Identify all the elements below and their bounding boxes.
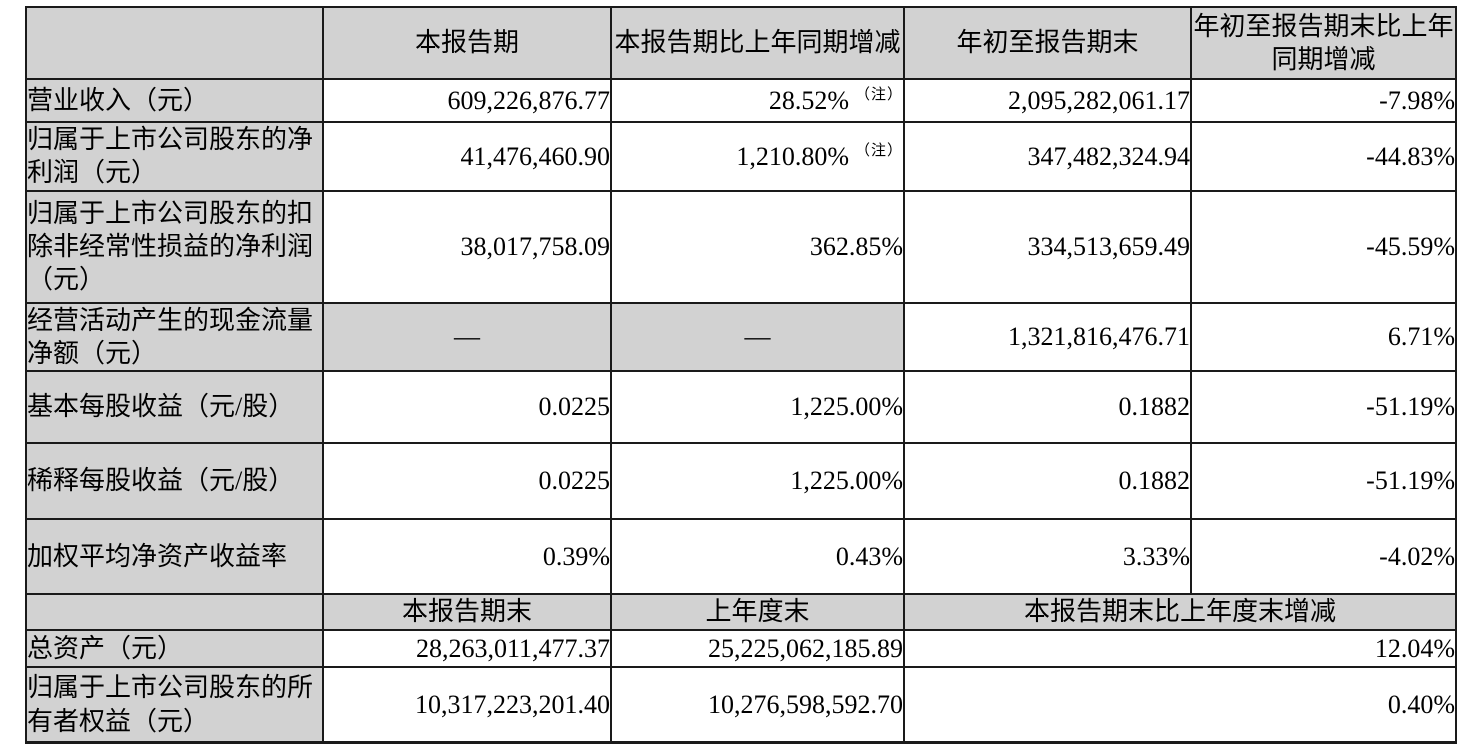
cell-ytd-value: 334,513,659.49 — [903, 189, 1192, 304]
header-period-change: 本报告期比上年同期增减 — [610, 6, 905, 80]
cell-period-change-dash: — — [610, 301, 905, 373]
cell-period-dash: — — [322, 301, 612, 373]
header-current-period: 本报告期 — [322, 6, 612, 80]
cell-change-value: 0.40% — [903, 666, 1457, 744]
cell-period-value: 609,226,876.77 — [322, 78, 612, 123]
cell-period-change: 1,210.80% （注） — [610, 121, 905, 192]
row-diluted-eps: 稀释每股收益（元/股） 0.0225 1,225.00% 0.1882 -51.… — [25, 442, 1457, 521]
cell-period-end-value: 28,263,011,477.37 — [322, 629, 612, 669]
cell-ytd-change: -51.19% — [1190, 370, 1457, 445]
cell-ytd-value: 1,321,816,476.71 — [903, 301, 1192, 373]
header-ytd: 年初至报告期末 — [903, 6, 1192, 80]
cell-period-value: 41,476,460.90 — [322, 121, 612, 192]
cell-period-change: 1,225.00% — [610, 442, 905, 521]
row-net-profit: 归属于上市公司股东的净利润（元） 41,476,460.90 1,210.80%… — [25, 121, 1457, 192]
subheader-row: 本报告期末 上年度末 本报告期末比上年度末增减 — [25, 593, 1457, 632]
cell-ytd-change: -4.02% — [1190, 518, 1457, 596]
header-corner-cell — [25, 6, 324, 80]
cell-ytd-value: 2,095,282,061.17 — [903, 78, 1192, 123]
cell-ytd-value: 0.1882 — [903, 442, 1192, 521]
cell-ytd-value: 3.33% — [903, 518, 1192, 596]
percent-value: 1,210.80% — [736, 141, 849, 171]
row-shareholders-equity: 归属于上市公司股东的所有者权益（元） 10,317,223,201.40 10,… — [25, 666, 1457, 744]
note-superscript: （注） — [854, 142, 903, 159]
row-label: 归属于上市公司股东的扣除非经常性损益的净利润（元） — [25, 189, 324, 304]
row-basic-eps: 基本每股收益（元/股） 0.0225 1,225.00% 0.1882 -51.… — [25, 370, 1457, 445]
subheader-period-end: 本报告期末 — [322, 593, 612, 632]
cell-prev-year-end-value: 25,225,062,185.89 — [610, 629, 905, 669]
row-label: 归属于上市公司股东的所有者权益（元） — [25, 666, 324, 744]
row-label: 营业收入（元） — [25, 78, 324, 123]
row-operating-cash-flow: 经营活动产生的现金流量净额（元） — — 1,321,816,476.71 6.… — [25, 301, 1457, 373]
cell-ytd-value: 0.1882 — [903, 370, 1192, 445]
row-label: 基本每股收益（元/股） — [25, 370, 324, 445]
row-operating-revenue: 营业收入（元） 609,226,876.77 28.52% （注） 2,095,2… — [25, 78, 1457, 123]
cell-change-value: 12.04% — [903, 629, 1457, 669]
header-row: 本报告期 本报告期比上年同期增减 年初至报告期末 年初至报告期末比上年同期增减 — [25, 6, 1457, 80]
financial-summary-table: 本报告期 本报告期比上年同期增减 年初至报告期末 年初至报告期末比上年同期增减 … — [25, 6, 1457, 744]
row-label: 稀释每股收益（元/股） — [25, 442, 324, 521]
cell-ytd-change: 6.71% — [1190, 301, 1457, 373]
row-net-profit-excl-nonrecurring: 归属于上市公司股东的扣除非经常性损益的净利润（元） 38,017,758.09 … — [25, 189, 1457, 304]
cell-period-change: 28.52% （注） — [610, 78, 905, 123]
cell-period-value: 0.0225 — [322, 442, 612, 521]
row-label: 归属于上市公司股东的净利润（元） — [25, 121, 324, 192]
cell-ytd-value: 347,482,324.94 — [903, 121, 1192, 192]
percent-value: 28.52% — [768, 85, 849, 115]
cell-period-change: 1,225.00% — [610, 370, 905, 445]
row-label: 加权平均净资产收益率 — [25, 518, 324, 596]
cell-period-value: 0.39% — [322, 518, 612, 596]
cell-ytd-change: -45.59% — [1190, 189, 1457, 304]
cell-ytd-change: -44.83% — [1190, 121, 1457, 192]
row-total-assets: 总资产（元） 28,263,011,477.37 25,225,062,185.… — [25, 629, 1457, 669]
cell-period-value: 0.0225 — [322, 370, 612, 445]
financial-summary: 本报告期 本报告期比上年同期增减 年初至报告期末 年初至报告期末比上年同期增减 … — [25, 6, 1457, 744]
cell-ytd-change: -7.98% — [1190, 78, 1457, 123]
row-weighted-avg-roe: 加权平均净资产收益率 0.39% 0.43% 3.33% -4.02% — [25, 518, 1457, 596]
cell-period-change: 362.85% — [610, 189, 905, 304]
cell-period-value: 38,017,758.09 — [322, 189, 612, 304]
subheader-corner-cell — [25, 593, 324, 632]
cell-ytd-change: -51.19% — [1190, 442, 1457, 521]
cell-period-end-value: 10,317,223,201.40 — [322, 666, 612, 744]
cell-prev-year-end-value: 10,276,598,592.70 — [610, 666, 905, 744]
row-label: 总资产（元） — [25, 629, 324, 669]
cell-period-change: 0.43% — [610, 518, 905, 596]
header-ytd-change: 年初至报告期末比上年同期增减 — [1190, 6, 1457, 80]
note-superscript: （注） — [854, 86, 903, 103]
row-label: 经营活动产生的现金流量净额（元） — [25, 301, 324, 373]
subheader-change: 本报告期末比上年度末增减 — [903, 593, 1457, 632]
subheader-prev-year-end: 上年度末 — [610, 593, 905, 632]
